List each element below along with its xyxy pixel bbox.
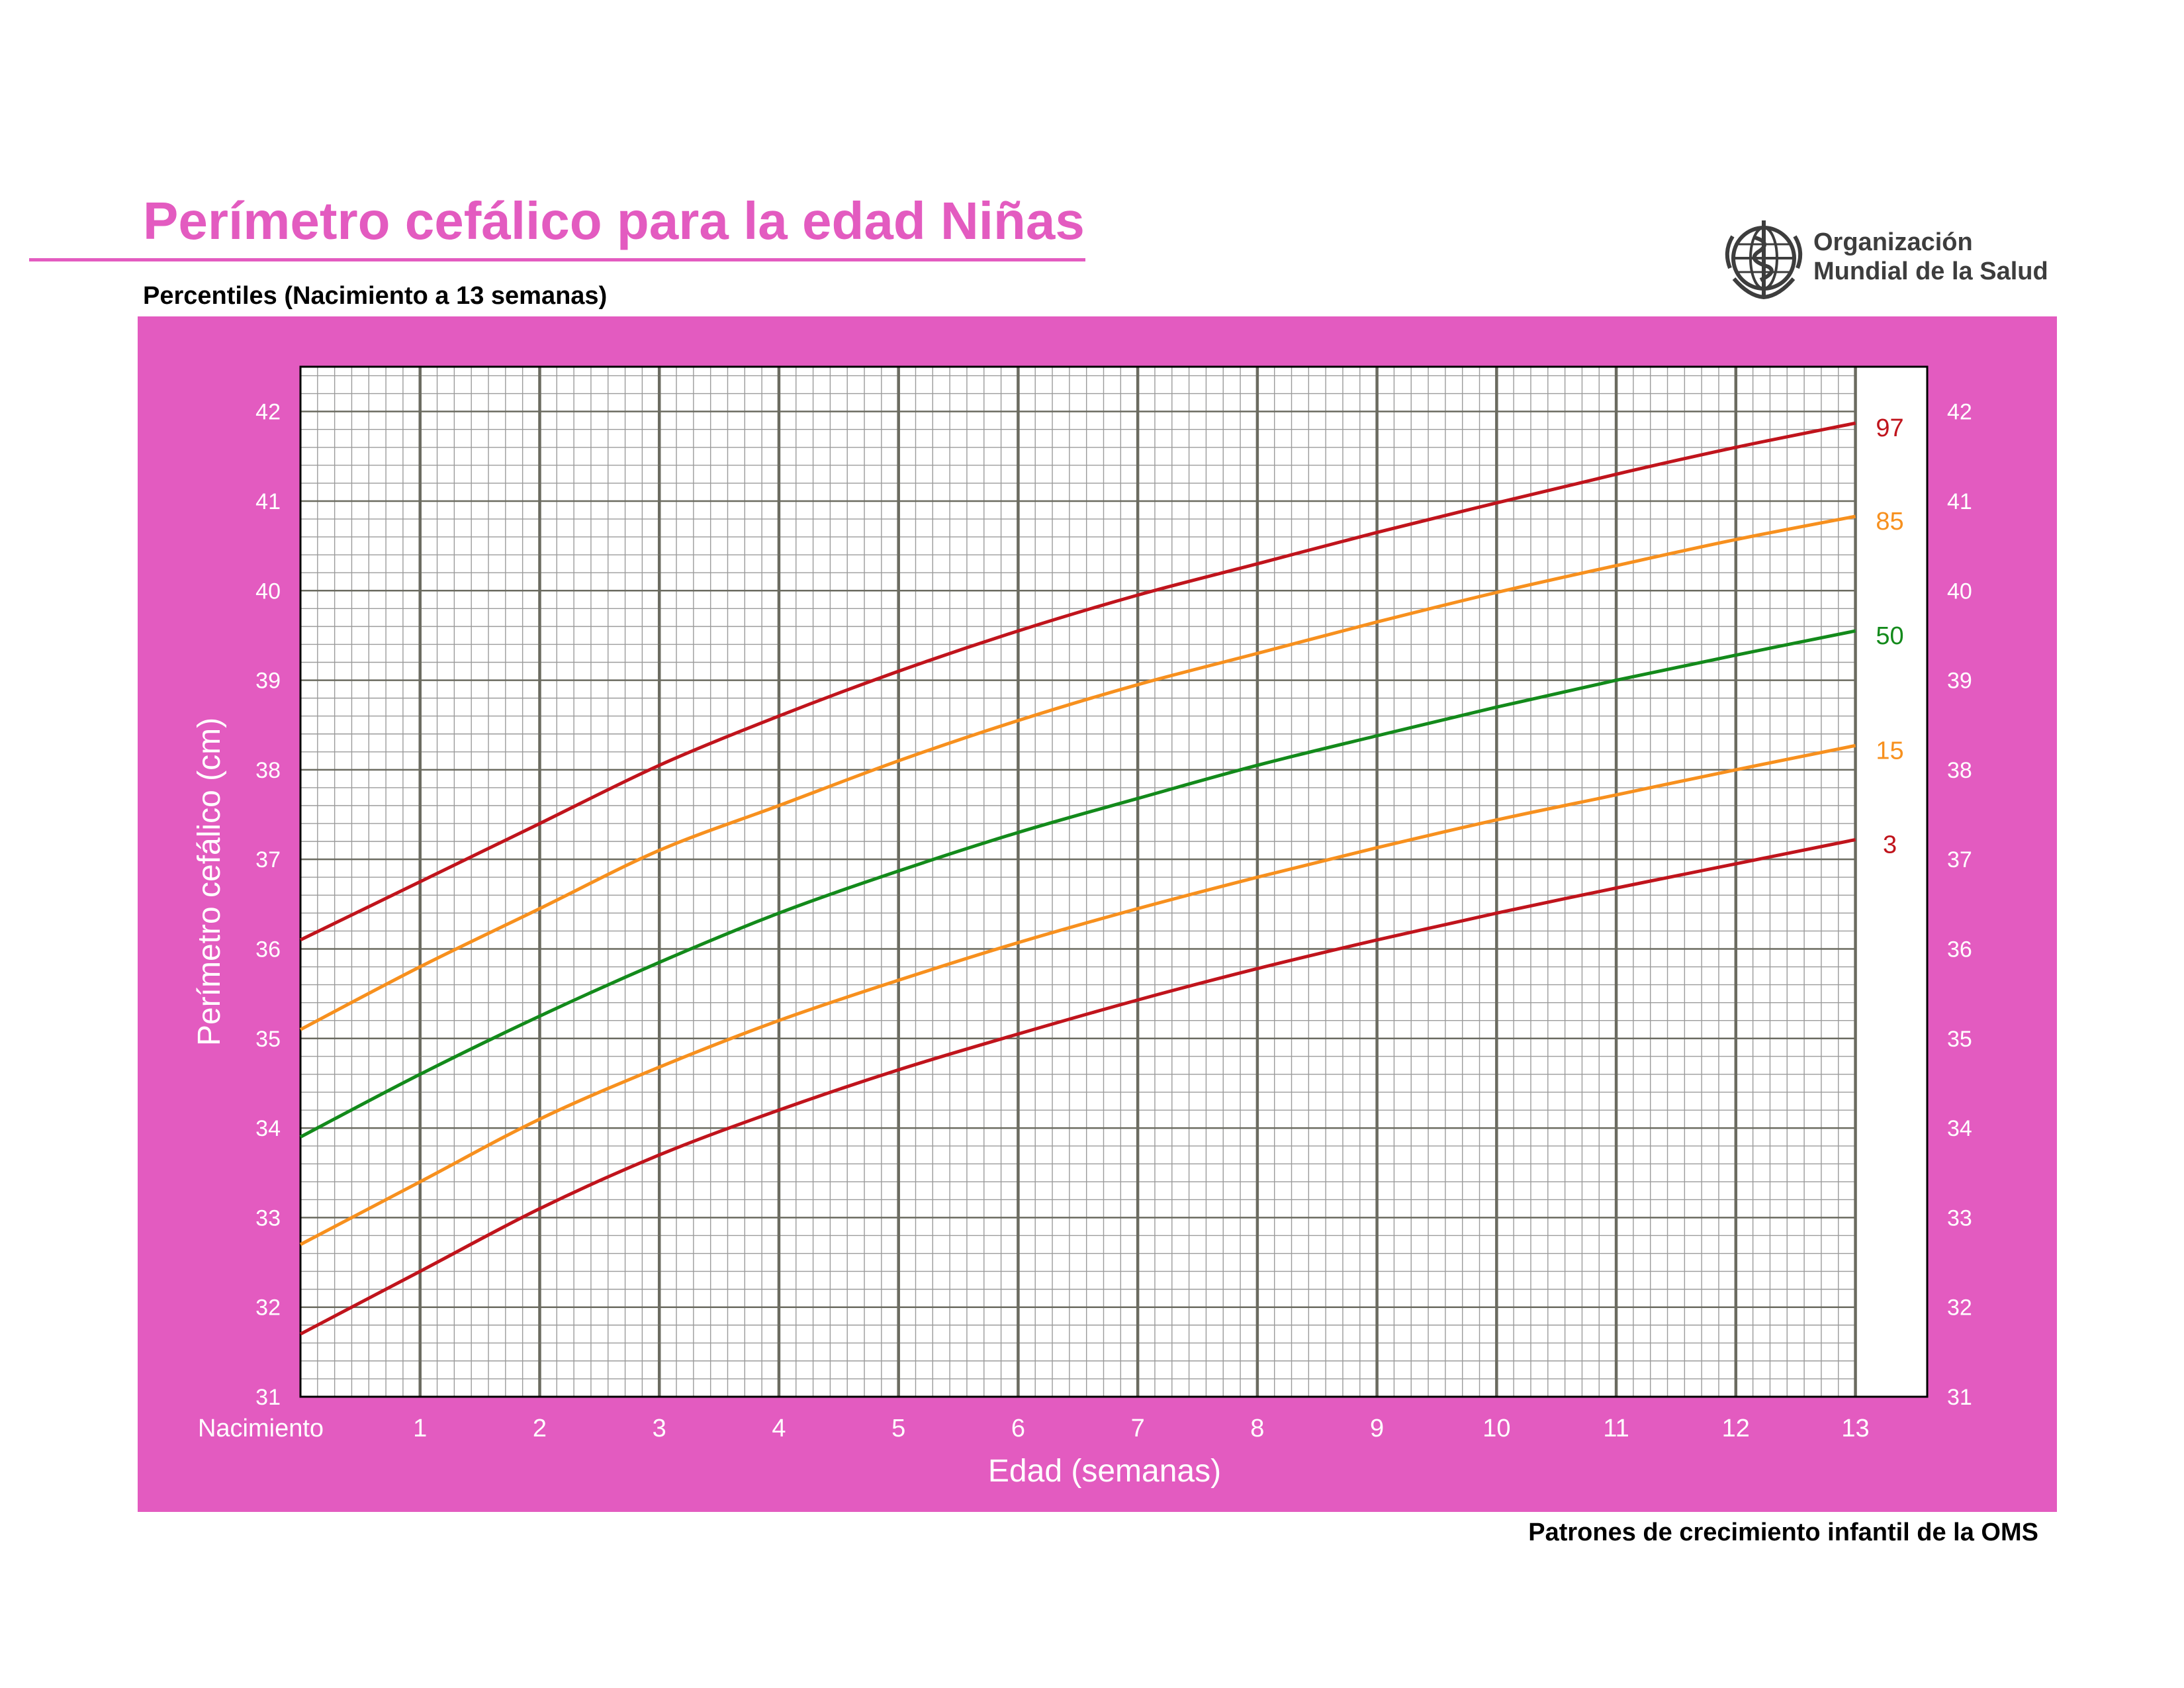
y-tick-label: 31 xyxy=(1947,1385,1972,1410)
who-emblem-icon xyxy=(1725,220,1803,300)
y-tick-label: 35 xyxy=(255,1027,281,1052)
percentile-3-line xyxy=(299,837,1856,1336)
y-tick-label: 39 xyxy=(1947,669,1972,694)
y-tick-label: 36 xyxy=(255,937,281,962)
y-tick-label: 38 xyxy=(1947,758,1972,783)
percentile-50-label: 50 xyxy=(1876,622,1903,650)
x-tick-label: 7 xyxy=(1131,1415,1145,1442)
percentile-97-line xyxy=(299,421,1856,942)
y-tick-label: 33 xyxy=(1947,1205,1972,1231)
percentile-lines xyxy=(299,421,1856,1336)
x-tick-label: 6 xyxy=(1011,1415,1025,1442)
y-tick-label: 39 xyxy=(255,669,281,694)
x-tick-label: Nacimiento xyxy=(198,1415,324,1442)
page-title: Perímetro cefálico para la edad Niñas xyxy=(143,191,1085,250)
y-tick-label: 33 xyxy=(255,1205,281,1231)
y-tick-label: 35 xyxy=(1947,1027,1972,1052)
major-grid xyxy=(300,367,1857,1397)
percentile-15-label: 15 xyxy=(1876,737,1903,765)
percentile-3-label: 3 xyxy=(1883,831,1897,859)
x-tick-label: 5 xyxy=(891,1415,905,1442)
who-name-line1: Organización xyxy=(1813,228,1973,256)
percentile-85-label: 85 xyxy=(1876,508,1903,536)
percentile-15-line xyxy=(299,743,1856,1246)
y-tick-label: 37 xyxy=(255,847,281,872)
y-tick-label: 41 xyxy=(255,489,281,514)
y-tick-label: 32 xyxy=(255,1295,281,1321)
y-tick-label: 32 xyxy=(1947,1295,1972,1321)
x-tick-label: 12 xyxy=(1722,1415,1750,1442)
y-tick-label: 38 xyxy=(255,758,281,783)
x-ticks: Nacimiento 1 2 3 4 5 6 7 8 9 10 11 12 13 xyxy=(198,1415,1870,1442)
x-tick-label: 9 xyxy=(1370,1415,1384,1442)
x-tick-label: 10 xyxy=(1482,1415,1510,1442)
percentile-85-line xyxy=(299,514,1856,1031)
y-ticks-right: 31 32 33 34 35 36 37 38 39 40 41 42 xyxy=(1947,400,1972,1410)
y-tick-label: 37 xyxy=(1947,847,1972,872)
who-name-line2: Mundial de la Salud xyxy=(1813,258,2048,285)
percentile-labels: 97 85 50 15 3 xyxy=(1876,414,1903,859)
x-tick-label: 2 xyxy=(533,1415,547,1442)
title-underline xyxy=(29,258,1085,261)
y-tick-label: 34 xyxy=(1947,1116,1972,1141)
percentile-97-label: 97 xyxy=(1876,414,1903,442)
x-tick-label: 1 xyxy=(413,1415,427,1442)
x-tick-label: 4 xyxy=(772,1415,786,1442)
y-tick-label: 40 xyxy=(255,579,281,604)
chart-panel: 31 32 33 34 35 36 37 38 39 40 41 42 31 32 33 34 35 36 37 3… xyxy=(138,316,2057,1512)
x-tick-label: 11 xyxy=(1603,1415,1629,1442)
x-tick-label: 13 xyxy=(1841,1415,1869,1442)
x-tick-label: 8 xyxy=(1250,1415,1264,1442)
who-logo: Organización Mundial de la Salud xyxy=(1721,215,2048,301)
y-tick-label: 40 xyxy=(1947,579,1972,604)
footer-credit: Patrones de crecimiento infantil de la O… xyxy=(1528,1519,2038,1546)
percentile-50-line xyxy=(299,629,1856,1139)
chart-subtitle: Percentiles (Nacimiento a 13 semanas) xyxy=(143,282,608,310)
y-tick-label: 41 xyxy=(1947,489,1972,514)
y-ticks-left: 31 32 33 34 35 36 37 38 39 40 41 42 xyxy=(255,400,281,1410)
plot-border xyxy=(299,365,1929,1398)
x-tick-label: 3 xyxy=(653,1415,666,1442)
y-tick-label: 34 xyxy=(255,1116,281,1141)
plot-background xyxy=(300,367,1927,1397)
y-tick-label: 42 xyxy=(1947,400,1972,425)
y-tick-label: 42 xyxy=(255,400,281,425)
y-tick-label: 36 xyxy=(1947,937,1972,962)
x-axis-label: Edad (semanas) xyxy=(988,1454,1221,1489)
minor-grid xyxy=(300,367,1856,1397)
y-tick-label: 31 xyxy=(255,1385,281,1410)
y-axis-label: Perímetro cefálico (cm) xyxy=(192,718,227,1046)
